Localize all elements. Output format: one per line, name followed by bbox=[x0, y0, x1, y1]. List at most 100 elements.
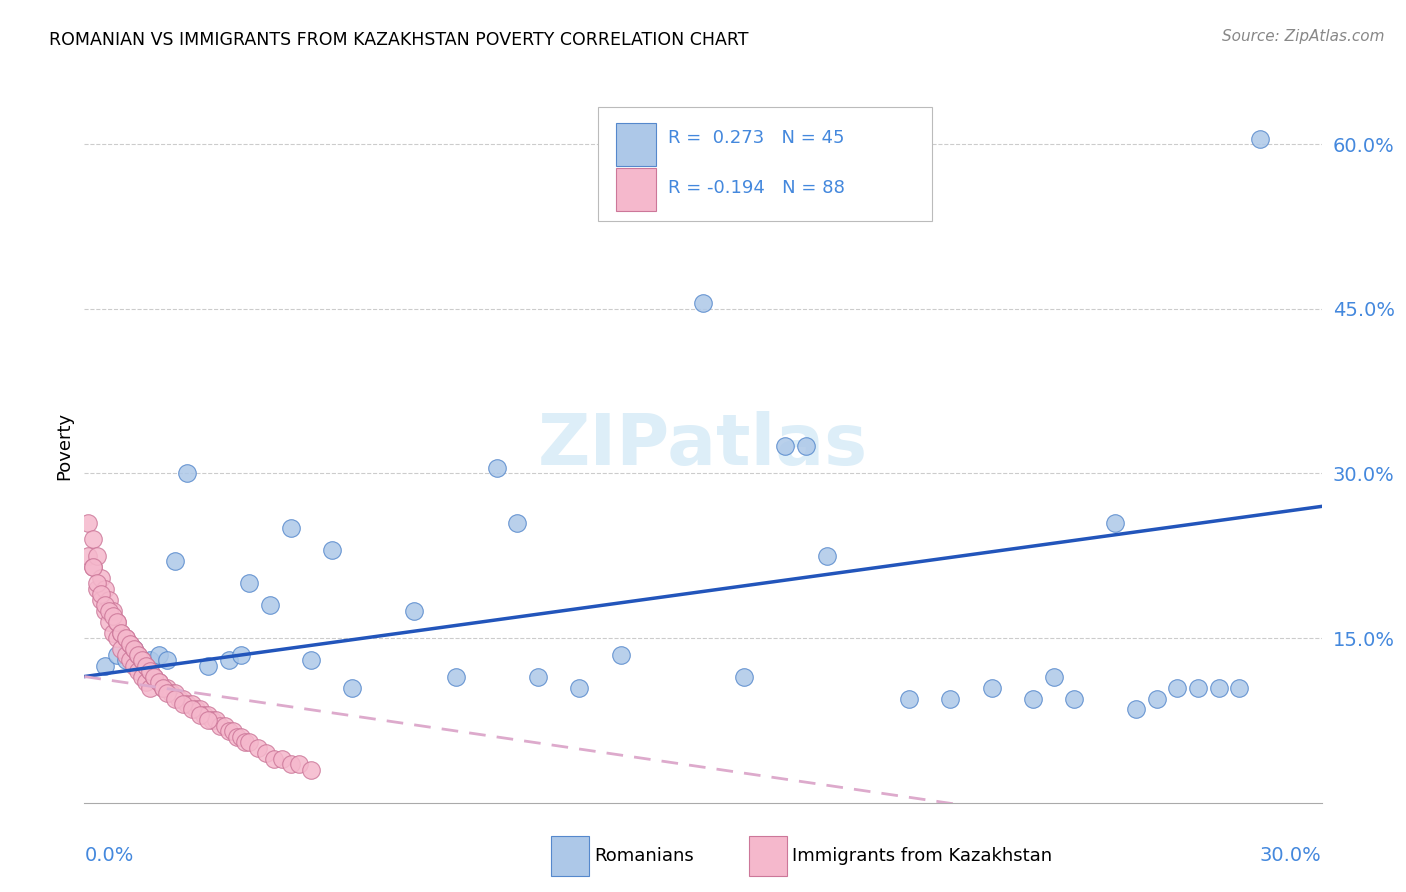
Point bbox=[148, 675, 170, 690]
Point bbox=[263, 752, 285, 766]
Text: Source: ZipAtlas.com: Source: ZipAtlas.com bbox=[1222, 29, 1385, 44]
FancyBboxPatch shape bbox=[616, 169, 657, 211]
Point bbox=[238, 735, 260, 749]
Point bbox=[209, 719, 232, 733]
Point bbox=[110, 625, 132, 640]
Point bbox=[77, 549, 100, 563]
Point bbox=[1166, 681, 1188, 695]
Point bbox=[156, 686, 179, 700]
Point bbox=[148, 675, 170, 690]
Point bbox=[156, 653, 179, 667]
Point bbox=[167, 691, 190, 706]
Point bbox=[527, 669, 550, 683]
Point bbox=[794, 439, 817, 453]
Point bbox=[160, 686, 183, 700]
Text: 0.0%: 0.0% bbox=[84, 846, 134, 864]
Point bbox=[1208, 681, 1230, 695]
Point bbox=[342, 681, 364, 695]
Point bbox=[156, 681, 179, 695]
Point bbox=[980, 681, 1002, 695]
Point bbox=[197, 708, 219, 723]
Point bbox=[122, 642, 145, 657]
Point bbox=[131, 658, 153, 673]
Point bbox=[1125, 702, 1147, 716]
Point bbox=[1063, 691, 1085, 706]
Point bbox=[139, 664, 162, 678]
Point bbox=[197, 714, 219, 728]
Point bbox=[105, 615, 128, 629]
Point bbox=[280, 521, 302, 535]
Point bbox=[103, 625, 125, 640]
Point bbox=[110, 642, 132, 657]
Point bbox=[288, 757, 311, 772]
Point bbox=[152, 681, 174, 695]
Point bbox=[176, 697, 198, 711]
Point bbox=[98, 615, 121, 629]
Point bbox=[135, 658, 157, 673]
Point bbox=[114, 631, 136, 645]
Point bbox=[165, 686, 187, 700]
Point bbox=[233, 735, 256, 749]
Point bbox=[118, 653, 141, 667]
Point bbox=[218, 653, 240, 667]
Point bbox=[214, 719, 236, 733]
Point bbox=[82, 533, 104, 547]
Point bbox=[127, 648, 149, 662]
Point bbox=[90, 592, 112, 607]
Point bbox=[122, 642, 145, 657]
Point bbox=[254, 747, 277, 761]
Y-axis label: Poverty: Poverty bbox=[55, 412, 73, 480]
Point bbox=[197, 658, 219, 673]
Point bbox=[122, 642, 145, 657]
Text: Romanians: Romanians bbox=[595, 847, 695, 865]
Point bbox=[176, 467, 198, 481]
Point bbox=[226, 730, 249, 744]
Point bbox=[205, 714, 228, 728]
Point bbox=[404, 604, 426, 618]
Point bbox=[110, 625, 132, 640]
Text: ROMANIAN VS IMMIGRANTS FROM KAZAKHSTAN POVERTY CORRELATION CHART: ROMANIAN VS IMMIGRANTS FROM KAZAKHSTAN P… bbox=[49, 31, 749, 49]
Point bbox=[86, 549, 108, 563]
Point bbox=[152, 681, 174, 695]
Point bbox=[188, 702, 211, 716]
Point bbox=[1249, 131, 1271, 145]
Point bbox=[172, 691, 194, 706]
FancyBboxPatch shape bbox=[551, 837, 589, 876]
Point bbox=[135, 658, 157, 673]
Point bbox=[165, 554, 187, 568]
Point bbox=[82, 559, 104, 574]
Point bbox=[165, 691, 187, 706]
Point bbox=[90, 587, 112, 601]
Point bbox=[139, 664, 162, 678]
Point bbox=[321, 543, 343, 558]
Point bbox=[114, 648, 136, 662]
Text: Immigrants from Kazakhstan: Immigrants from Kazakhstan bbox=[792, 847, 1052, 865]
Point bbox=[1227, 681, 1250, 695]
Point bbox=[135, 675, 157, 690]
Point bbox=[775, 439, 797, 453]
Point bbox=[238, 576, 260, 591]
Point bbox=[118, 637, 141, 651]
Point bbox=[815, 549, 838, 563]
Point bbox=[898, 691, 921, 706]
Point bbox=[94, 582, 117, 596]
Point bbox=[94, 604, 117, 618]
Point bbox=[122, 658, 145, 673]
Point bbox=[222, 724, 245, 739]
Point bbox=[218, 724, 240, 739]
Point bbox=[1022, 691, 1045, 706]
Point bbox=[259, 598, 281, 612]
Point bbox=[733, 669, 755, 683]
Point bbox=[82, 559, 104, 574]
Text: R =  0.273   N = 45: R = 0.273 N = 45 bbox=[668, 128, 845, 146]
Point bbox=[188, 708, 211, 723]
Point bbox=[90, 571, 112, 585]
Point bbox=[148, 648, 170, 662]
Point bbox=[229, 648, 252, 662]
Point bbox=[98, 604, 121, 618]
Point bbox=[131, 653, 153, 667]
Point bbox=[139, 681, 162, 695]
Text: R = -0.194   N = 88: R = -0.194 N = 88 bbox=[668, 178, 845, 196]
Point bbox=[280, 757, 302, 772]
Text: 30.0%: 30.0% bbox=[1260, 846, 1322, 864]
